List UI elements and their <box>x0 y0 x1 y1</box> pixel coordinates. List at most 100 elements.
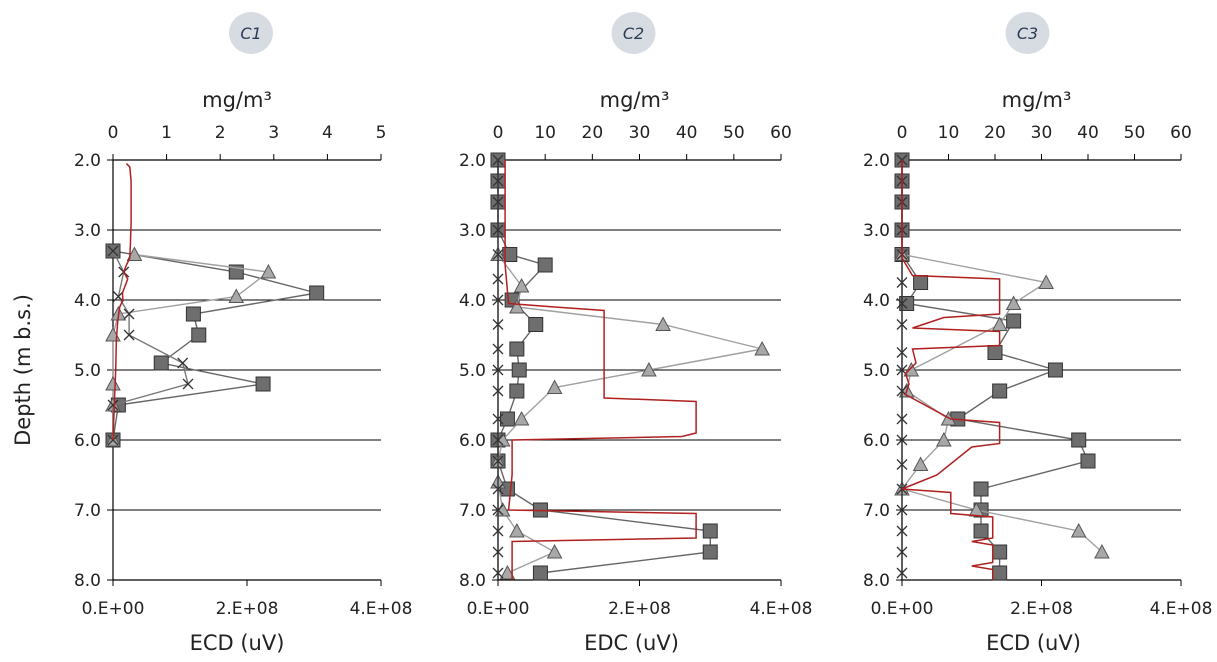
x-marker <box>123 308 135 320</box>
triangle-marker <box>105 375 121 391</box>
top-tick-label: 0 <box>493 123 504 143</box>
series-line-none <box>901 160 1001 580</box>
triangle-marker <box>260 263 277 279</box>
square-marker <box>899 296 915 311</box>
x-marker <box>177 357 189 369</box>
square-marker <box>537 257 553 273</box>
top-axis-title: mg/m³ <box>202 88 272 112</box>
y-tick-label: 8.0 <box>459 571 486 591</box>
x-marker <box>896 546 908 558</box>
top-tick-label: 3 <box>268 123 279 143</box>
x-marker <box>896 459 908 470</box>
square-marker <box>509 341 525 357</box>
square-marker <box>702 544 718 560</box>
x-marker <box>492 273 504 285</box>
y-tick-label: 7.0 <box>863 501 890 521</box>
triangle-marker <box>546 543 563 559</box>
square-marker <box>1006 313 1022 329</box>
y-tick-label: 4.0 <box>74 291 101 311</box>
square-marker <box>987 345 1003 360</box>
x-marker <box>492 546 504 558</box>
square-marker <box>992 565 1008 581</box>
bottom-tick-label: 2.E+08 <box>216 599 279 619</box>
triangle-marker <box>499 564 516 580</box>
x-marker <box>492 385 504 397</box>
top-tick-label: 30 <box>629 123 651 143</box>
series-line-triangle <box>112 253 271 440</box>
y-tick-label: 6.0 <box>459 431 486 451</box>
square-marker <box>532 565 548 581</box>
series-line-square <box>112 250 317 441</box>
y-tick-label: 5.0 <box>74 361 101 381</box>
triangle-marker <box>655 316 671 331</box>
bottom-axis-title: ECD (uV) <box>190 631 285 655</box>
triangle-marker <box>126 246 143 261</box>
x-marker <box>492 434 504 446</box>
square-marker <box>973 523 989 539</box>
y-tick-label: 6.0 <box>74 431 101 451</box>
top-tick-label: 10 <box>938 123 960 143</box>
y-tick-label: 2.0 <box>863 151 890 171</box>
square-marker <box>992 544 1008 560</box>
x-marker <box>896 347 908 358</box>
x-marker <box>492 525 504 537</box>
square-marker <box>191 327 207 343</box>
triangle-marker <box>641 361 657 377</box>
y-tick-label: 6.0 <box>863 431 890 451</box>
square-marker <box>309 285 325 301</box>
y-tick-label: 8.0 <box>74 571 101 591</box>
x-marker <box>492 567 504 579</box>
triangle-marker <box>754 340 770 356</box>
top-tick-label: 40 <box>1077 123 1099 143</box>
bottom-tick-label: 0.E+00 <box>82 599 145 619</box>
square-marker <box>511 362 527 378</box>
square-marker <box>973 481 989 497</box>
triangle-marker <box>991 316 1008 331</box>
square-marker <box>702 523 718 539</box>
bottom-tick-label: 0.E+00 <box>871 599 934 619</box>
y-tick-label: 3.0 <box>74 221 101 241</box>
x-marker <box>896 567 908 579</box>
y-tick-label: 3.0 <box>459 221 486 241</box>
x-marker <box>896 525 908 537</box>
square-marker <box>913 275 929 290</box>
x-marker <box>896 434 908 446</box>
triangle-marker <box>903 361 920 377</box>
triangle-marker <box>513 277 530 293</box>
x-marker <box>492 224 504 236</box>
y-tick-label: 2.0 <box>74 151 101 171</box>
panel-badge-label: C1 <box>240 24 261 43</box>
chart-panel-C1: C1 0 1 2 3 4 5 mg/m³ 0.E+00 2.E+08 4.E+08 ECD (uV) 2… <box>11 12 412 655</box>
y-tick-label: 2.0 <box>459 151 486 171</box>
square-marker <box>499 411 515 427</box>
series-line-triangle <box>497 254 763 574</box>
y-tick-label: 5.0 <box>863 361 890 381</box>
top-tick-label: 20 <box>582 123 604 143</box>
triangle-marker <box>1070 522 1087 538</box>
triangle-marker <box>509 298 525 314</box>
top-tick-label: 4 <box>322 123 333 143</box>
top-tick-label: 2 <box>215 123 226 143</box>
chart-panel-C3: C3 0 10 20 30 40 50 60 mg/m³ 0.E+00 2.E+08 4.E+08 EC… <box>863 12 1212 655</box>
series-line-none <box>504 160 697 580</box>
bottom-tick-label: 4.E+08 <box>750 599 813 619</box>
square-marker <box>509 383 525 399</box>
square-marker <box>255 376 271 392</box>
bottom-axis-title: ECD (uV) <box>986 631 1081 655</box>
x-marker <box>896 298 908 309</box>
panel-badge-label: C2 <box>623 24 644 43</box>
square-marker <box>1047 362 1063 378</box>
y-tick-label: 5.0 <box>459 361 486 381</box>
x-marker <box>492 504 504 516</box>
x-marker <box>107 399 119 411</box>
x-marker <box>492 413 504 425</box>
top-axis-title: mg/m³ <box>1002 88 1072 112</box>
y-tick-label: 3.0 <box>863 221 890 241</box>
x-marker <box>123 329 135 341</box>
bottom-tick-label: 2.E+08 <box>608 599 671 619</box>
top-tick-label: 60 <box>770 123 792 143</box>
panel-badge <box>1005 12 1050 54</box>
triangle-marker <box>912 456 929 471</box>
